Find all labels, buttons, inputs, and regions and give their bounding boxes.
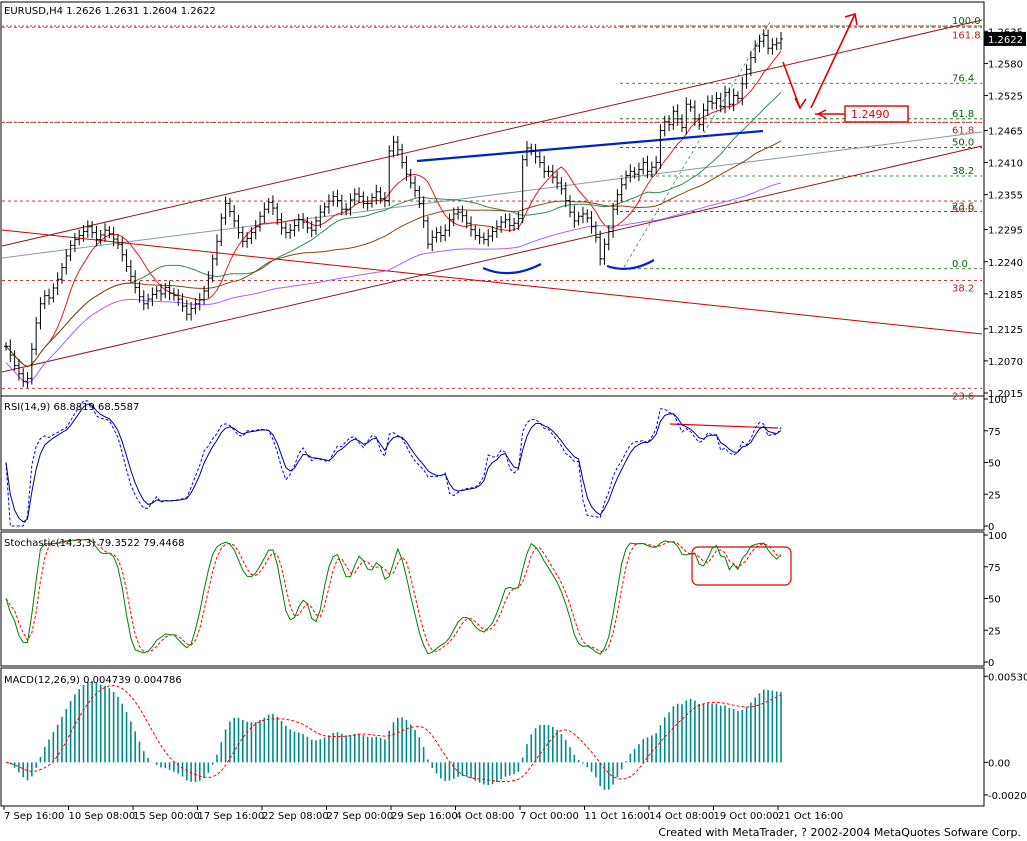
price-tick-label: 1.2410 bbox=[988, 159, 1023, 170]
target-pointer-icon bbox=[816, 109, 827, 119]
stochastic-signal-line bbox=[5, 539, 782, 653]
rsi-divergence-line bbox=[669, 423, 779, 429]
fib-label-lower: 38.2 bbox=[952, 283, 974, 294]
neckline bbox=[416, 129, 764, 163]
cup-arc-right bbox=[606, 259, 655, 271]
target-label: 1.2490 bbox=[851, 108, 890, 121]
ma-fast-line bbox=[5, 50, 782, 368]
current-price-marker bbox=[984, 31, 1026, 46]
macd-indicator: 0.00530 0.00 -0.0020 bbox=[5, 672, 1027, 802]
time-tick-label: 17 Sep 16:00 bbox=[198, 811, 265, 822]
rsi-indicator: 100 75 50 25 0 bbox=[5, 395, 1007, 533]
arrow-down-line bbox=[782, 61, 801, 109]
stochastic-highlight-box bbox=[691, 546, 792, 586]
time-tick-label: 14 Oct 08:00 bbox=[649, 811, 714, 822]
fib-label-upper: 23.6 bbox=[952, 202, 974, 213]
channel-mid-line bbox=[1, 131, 983, 259]
time-tick-label: 11 Oct 16:00 bbox=[585, 811, 650, 822]
fib-label-lower: 50.0 bbox=[952, 204, 974, 215]
price-tick-label: 1.2525 bbox=[988, 92, 1023, 103]
price-tick-label: 1.2015 bbox=[988, 389, 1023, 400]
price-axis: 1.26351.25801.25251.24651.24101.23551.22… bbox=[984, 27, 1026, 400]
chart-annotations: 1.2490 bbox=[669, 12, 909, 586]
macd-signal-line bbox=[5, 685, 782, 782]
macd-title: MACD(12,26,9) 0.004739 0.004786 bbox=[4, 675, 182, 686]
stochastic-main-line bbox=[5, 539, 782, 655]
stochastic-tick-label: 25 bbox=[988, 626, 1001, 637]
rsi-title: RSI(14,9) 68.8819 68.5587 bbox=[4, 402, 139, 413]
rsi-signal-line bbox=[5, 400, 782, 527]
macd-tick-label: 0.00 bbox=[988, 758, 1010, 769]
rsi-tick-label: 25 bbox=[988, 490, 1001, 501]
fib-label-lower: 161.8 bbox=[952, 30, 981, 41]
price-tick-label: 1.2295 bbox=[988, 226, 1023, 237]
time-tick-label: 21 Oct 16:00 bbox=[778, 811, 843, 822]
time-tick-label: 15 Sep 00:00 bbox=[133, 811, 200, 822]
arrow-down-icon bbox=[794, 97, 807, 110]
price-tick-label: 1.2125 bbox=[988, 325, 1023, 336]
price-tick-label: 1.2580 bbox=[988, 59, 1023, 70]
time-tick-label: 7 Oct 00:00 bbox=[520, 811, 579, 822]
fib-label-upper: 38.2 bbox=[952, 166, 974, 177]
stochastic-title: Stochastic(14,3,3) 79.3522 79.4468 bbox=[4, 538, 184, 549]
stochastic-tick-label: 50 bbox=[988, 595, 1001, 606]
time-tick-label: 19 Oct 00:00 bbox=[714, 811, 779, 822]
fib-label-upper: 76.4 bbox=[952, 73, 974, 84]
rsi-main-line bbox=[5, 403, 782, 523]
fib-label-upper: 100.0 bbox=[952, 16, 981, 27]
price-tick-label: 1.2185 bbox=[988, 290, 1023, 301]
price-tick-label: 1.2070 bbox=[988, 357, 1023, 368]
rsi-tick-label: 0 bbox=[988, 522, 994, 533]
target-box bbox=[844, 105, 909, 123]
footer-credit-text: Created with MetaTrader, ? 2002-2004 Met… bbox=[658, 826, 1021, 839]
time-tick-label: 7 Sep 16:00 bbox=[4, 811, 64, 822]
stochastic-tick-label: 75 bbox=[988, 563, 1001, 574]
stochastic-tick-label: 100 bbox=[988, 531, 1007, 542]
arrow-up-icon bbox=[844, 12, 858, 26]
price-overlay-lines: 100.076.461.850.038.223.60.0161.861.850.… bbox=[1, 16, 983, 402]
price-tick-label: 1.2355 bbox=[988, 191, 1023, 202]
fib-label-upper: 61.8 bbox=[952, 109, 974, 120]
ma-long-line bbox=[5, 182, 782, 384]
price-tick-label: 1.2465 bbox=[988, 127, 1023, 138]
macd-panel[interactable] bbox=[0, 667, 985, 807]
time-tick-label: 10 Sep 08:00 bbox=[69, 811, 136, 822]
fib-label-lower: 23.6 bbox=[952, 391, 974, 402]
arrow-up-line bbox=[810, 13, 856, 109]
symbol-info: EURUSD,H4 1.2626 1.2631 1.2604 1.2622 bbox=[4, 6, 216, 17]
macd-tick-label: 0.00530 bbox=[988, 672, 1027, 683]
fib-label-upper: 0.0 bbox=[952, 259, 968, 270]
rsi-tick-label: 100 bbox=[988, 395, 1007, 406]
time-tick-label: 22 Sep 08:00 bbox=[262, 811, 329, 822]
current-price-label: 1.2622 bbox=[988, 35, 1023, 46]
macd-tick-label: -0.0020 bbox=[988, 791, 1027, 802]
rsi-tick-label: 50 bbox=[988, 459, 1001, 470]
cup-arc-left bbox=[482, 263, 542, 275]
fib-label-upper: 50.0 bbox=[952, 137, 974, 148]
time-tick-label: 4 Oct 08:00 bbox=[456, 811, 515, 822]
price-tick-label: 1.2240 bbox=[988, 258, 1023, 269]
footer-credit: Created with MetaTrader, ? 2002-2004 Met… bbox=[0, 826, 1027, 841]
stochastic-tick-label: 0 bbox=[988, 658, 994, 669]
time-tick-label: 27 Sep 00:00 bbox=[327, 811, 394, 822]
channel-upper-line bbox=[1, 19, 983, 247]
stochastic-indicator: 100 75 50 25 0 bbox=[5, 531, 1007, 669]
time-tick-label: 29 Sep 16:00 bbox=[391, 811, 458, 822]
rsi-tick-label: 75 bbox=[988, 427, 1001, 438]
channel-lower-line bbox=[1, 145, 983, 373]
fib-label-lower: 61.8 bbox=[952, 125, 974, 136]
descending-trend-line bbox=[1, 229, 983, 335]
candlestick-series bbox=[4, 29, 783, 388]
